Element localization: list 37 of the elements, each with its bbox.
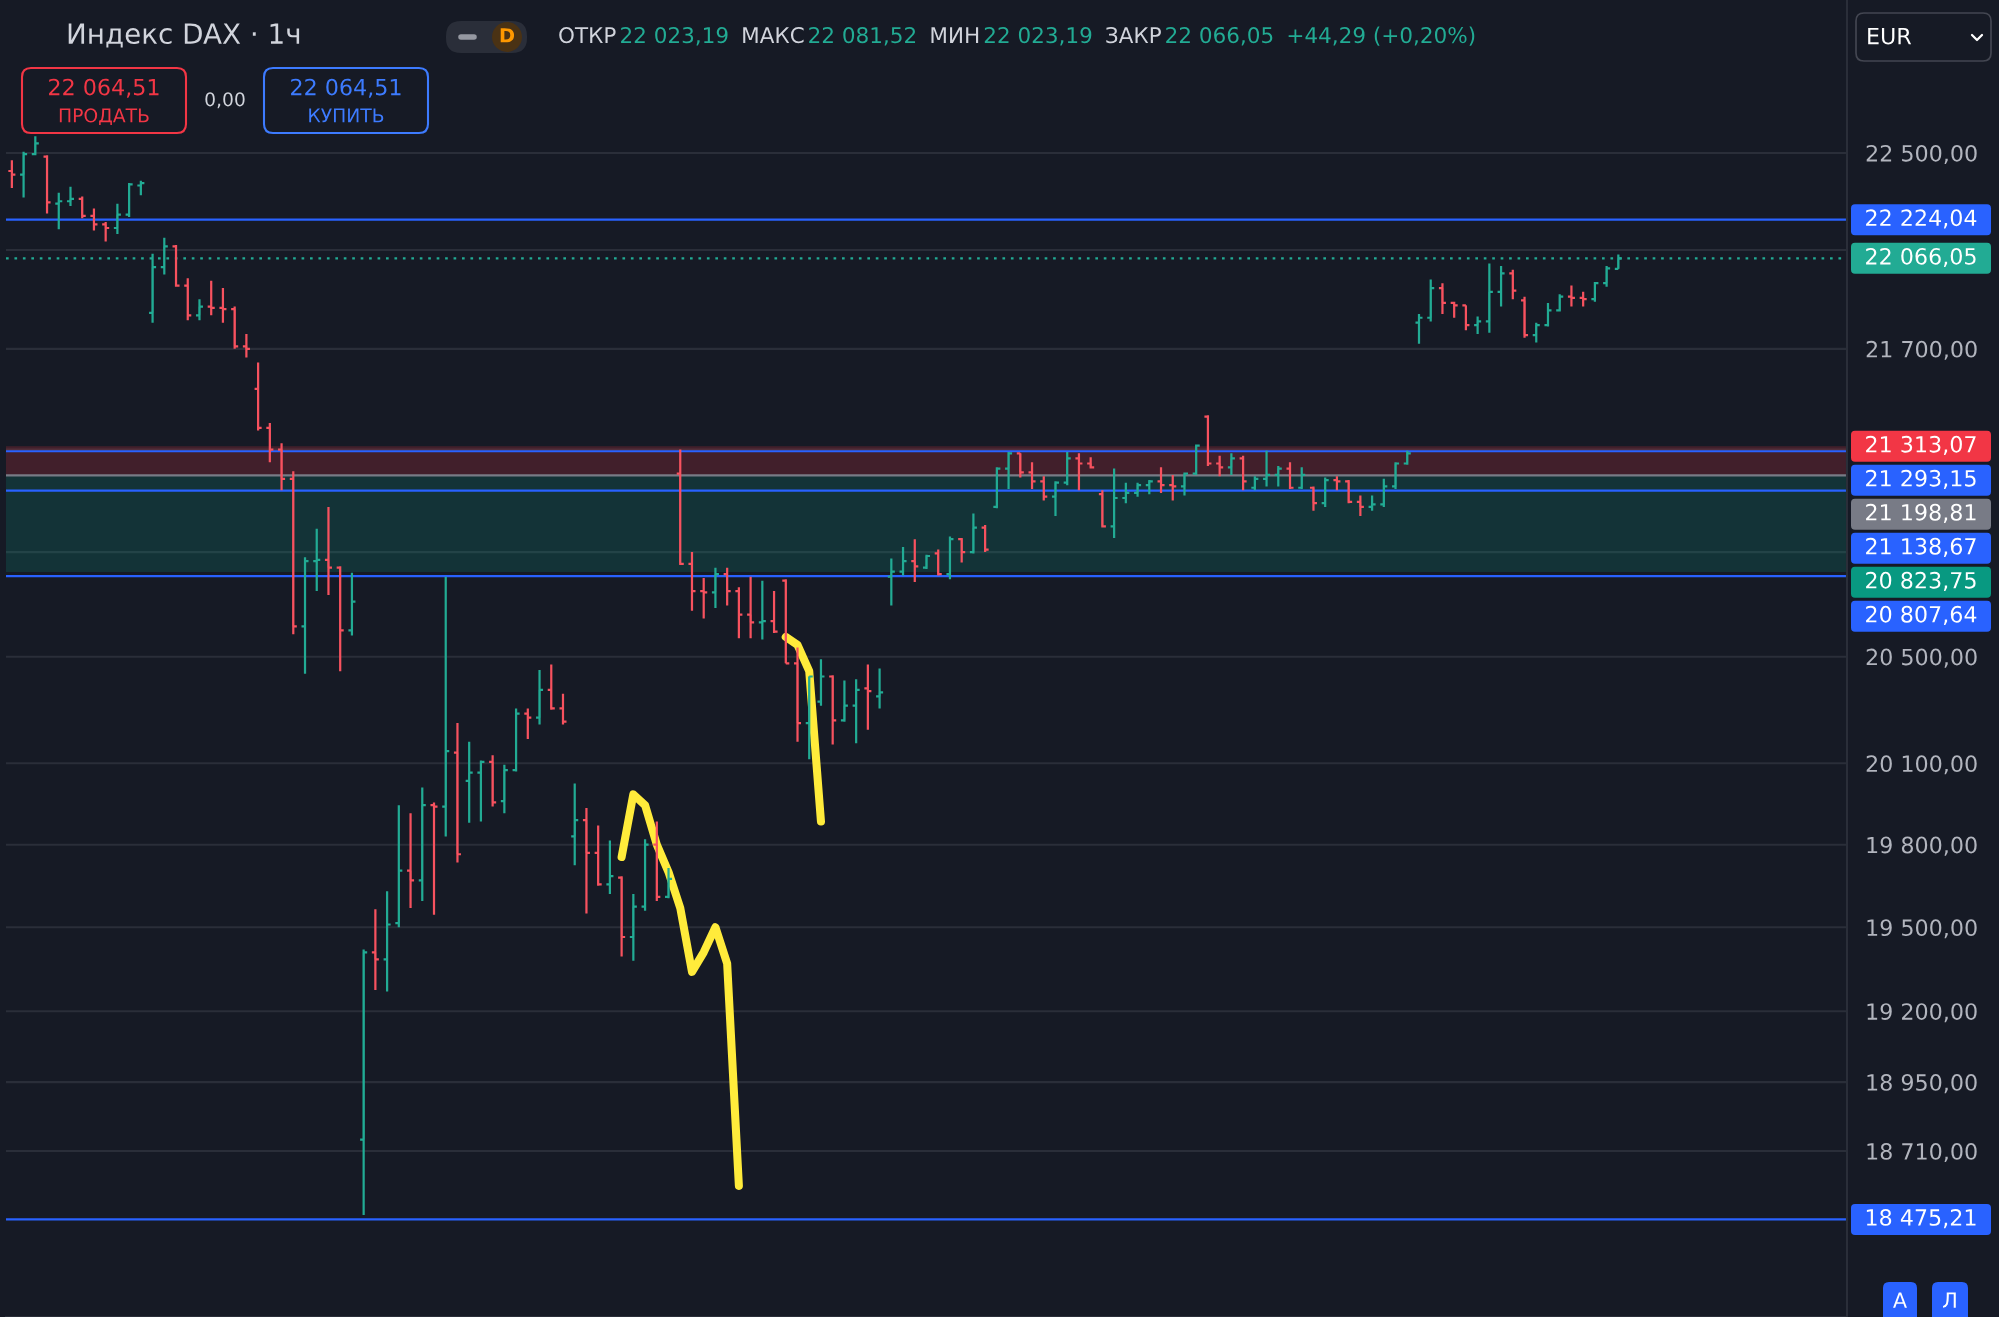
annotation: 22 081,52 (809, 26, 916, 46)
band-label: 20 823,75 (1866, 571, 1976, 591)
annotation: МАКС (743, 26, 804, 44)
y-tick-label: 22 500,00 (1866, 144, 1977, 164)
annotation: +44,29 (+0,20%) (1288, 26, 1475, 46)
ref-line-label: 18 475,21 (1866, 1209, 1976, 1229)
ref-line-label: 20 807,64 (1866, 605, 1977, 625)
text: A (1893, 1292, 1907, 1308)
y-tick-label: 18 710,00 (1867, 1143, 1977, 1163)
text: Индекс DAX · 1ч (68, 23, 300, 48)
y-tick-label: 20 100,00 (1866, 755, 1977, 775)
annotation: КУПИТЬ (309, 108, 384, 123)
annotation: ЗАКР (1106, 26, 1161, 44)
y-tick-label: 20 500,00 (1866, 648, 1977, 668)
y-tick-label: 21 700,00 (1866, 340, 1977, 360)
annotation: 22 064,51 (49, 78, 159, 98)
y-tick-label: 19 500,00 (1867, 919, 1977, 939)
y-tick-label: 19 800,00 (1867, 836, 1977, 856)
band-label: 21 313,07 (1866, 435, 1976, 455)
annotation: 22 023,19 (984, 26, 1092, 46)
annotation: 22 066,05 (1166, 26, 1273, 46)
annotation: ОТКР (559, 26, 616, 44)
ref-line-label: 21 198,81 (1866, 503, 1976, 523)
annotation: 22 064,51 (291, 78, 401, 98)
text: EUR (1868, 27, 1912, 45)
annotation: 0,00 (205, 92, 245, 109)
ref-line-label: 21 138,67 (1866, 537, 1976, 557)
y-tick-label: 18 950,00 (1867, 1074, 1977, 1094)
ref-line-label: 21 293,15 (1866, 469, 1976, 489)
y-tick-label: 19 200,00 (1867, 1003, 1977, 1023)
annotation: МИН (931, 27, 979, 43)
annotation: D (500, 28, 515, 43)
ref-line-label: 22 224,04 (1866, 209, 1977, 229)
annotation: ПРОДАТЬ (59, 108, 149, 126)
ref-line-label: 22 066,05 (1866, 247, 1976, 268)
annotation: 22 023,19 (621, 26, 728, 46)
text: Л (1943, 1292, 1956, 1308)
